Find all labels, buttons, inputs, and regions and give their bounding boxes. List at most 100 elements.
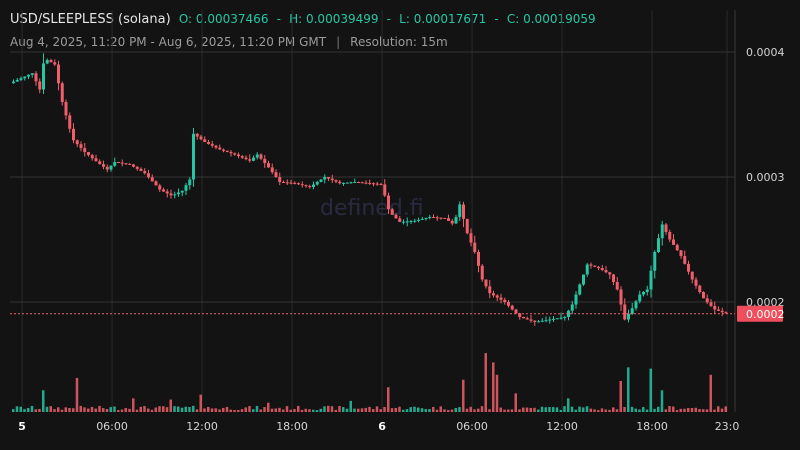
candle-body[interactable]: [390, 209, 394, 215]
candle-body[interactable]: [484, 279, 488, 287]
candle-body[interactable]: [282, 182, 285, 183]
candle-body[interactable]: [165, 191, 169, 194]
candle-body[interactable]: [203, 139, 207, 142]
candle-body[interactable]: [42, 63, 45, 90]
candle-body[interactable]: [413, 220, 417, 222]
candle-body[interactable]: [143, 171, 147, 174]
candle-body[interactable]: [582, 274, 585, 285]
candle-body[interactable]: [533, 320, 537, 322]
candle-body[interactable]: [503, 299, 507, 302]
candle-body[interactable]: [518, 313, 522, 317]
candle-body[interactable]: [300, 184, 304, 186]
candle-body[interactable]: [454, 217, 458, 224]
candle-body[interactable]: [327, 177, 330, 179]
candle-body[interactable]: [604, 270, 608, 273]
candle-body[interactable]: [244, 157, 248, 160]
candle-body[interactable]: [623, 304, 627, 320]
candle-body[interactable]: [64, 102, 68, 116]
candle-body[interactable]: [593, 265, 597, 267]
candle-body[interactable]: [383, 184, 387, 196]
candle-body[interactable]: [687, 263, 690, 272]
candle-body[interactable]: [368, 182, 372, 184]
candle-body[interactable]: [552, 318, 555, 320]
candle-body[interactable]: [469, 233, 473, 243]
candle-body[interactable]: [473, 242, 477, 252]
candle-body[interactable]: [334, 180, 338, 182]
candle-body[interactable]: [53, 62, 57, 65]
candle-body[interactable]: [60, 83, 64, 102]
candle-body[interactable]: [83, 148, 87, 152]
candle-body[interactable]: [450, 220, 454, 224]
candle-body[interactable]: [68, 115, 72, 129]
candle-body[interactable]: [724, 312, 728, 314]
candle-body[interactable]: [705, 298, 709, 303]
candle-body[interactable]: [510, 305, 514, 310]
candle-body[interactable]: [420, 218, 424, 220]
candle-body[interactable]: [49, 60, 53, 63]
candle-body[interactable]: [398, 218, 402, 222]
candle-body[interactable]: [259, 154, 263, 159]
candle-body[interactable]: [679, 250, 683, 257]
candle-body[interactable]: [372, 183, 375, 185]
candle-body[interactable]: [649, 270, 653, 290]
candle-body[interactable]: [615, 282, 619, 290]
candle-body[interactable]: [578, 284, 582, 295]
candle-body[interactable]: [180, 190, 184, 193]
candle-body[interactable]: [409, 221, 413, 223]
candle-body[interactable]: [90, 155, 94, 159]
candle-body[interactable]: [19, 78, 23, 80]
candle-body[interactable]: [525, 318, 529, 320]
candle-body[interactable]: [702, 292, 705, 299]
candle-body[interactable]: [169, 193, 173, 196]
candle-body[interactable]: [195, 133, 199, 137]
candle-body[interactable]: [289, 182, 293, 184]
candle-body[interactable]: [23, 76, 27, 79]
candle-body[interactable]: [27, 74, 30, 77]
candle-body[interactable]: [645, 289, 649, 293]
candle-body[interactable]: [589, 264, 593, 266]
candle-body[interactable]: [514, 309, 518, 314]
candle-body[interactable]: [135, 166, 139, 169]
candle-body[interactable]: [443, 217, 447, 219]
candle-body[interactable]: [375, 183, 379, 185]
candle-body[interactable]: [570, 304, 574, 311]
candle-body[interactable]: [162, 189, 165, 192]
candle-body[interactable]: [458, 204, 462, 218]
candle-body[interactable]: [405, 221, 409, 223]
candle-body[interactable]: [630, 308, 634, 314]
candle-body[interactable]: [267, 163, 270, 168]
candle-body[interactable]: [132, 164, 135, 167]
candle-body[interactable]: [150, 177, 154, 182]
candle-body[interactable]: [717, 309, 720, 311]
candle-body[interactable]: [315, 182, 319, 185]
candle-body[interactable]: [627, 313, 630, 320]
candle-body[interactable]: [544, 320, 548, 322]
candle-body[interactable]: [323, 177, 327, 180]
candle-body[interactable]: [597, 266, 600, 269]
candle-body[interactable]: [690, 271, 694, 280]
candle-body[interactable]: [117, 162, 120, 163]
candle-body[interactable]: [537, 321, 540, 323]
candle-body[interactable]: [555, 318, 559, 320]
candle-body[interactable]: [379, 184, 383, 186]
candle-body[interactable]: [105, 166, 109, 170]
candle-body[interactable]: [270, 167, 274, 173]
candle-body[interactable]: [177, 192, 180, 195]
candle-body[interactable]: [349, 182, 353, 184]
candle-body[interactable]: [342, 182, 345, 184]
candle-body[interactable]: [522, 317, 525, 319]
candle-body[interactable]: [274, 172, 278, 178]
candle-body[interactable]: [184, 185, 188, 191]
candle-body[interactable]: [559, 317, 563, 319]
candle-body[interactable]: [57, 64, 60, 84]
candle-body[interactable]: [638, 294, 642, 302]
candle-body[interactable]: [218, 147, 222, 150]
candle-body[interactable]: [394, 214, 398, 219]
candle-body[interactable]: [720, 310, 724, 313]
candle-body[interactable]: [120, 162, 124, 164]
candle-body[interactable]: [45, 60, 49, 64]
candle-body[interactable]: [417, 219, 420, 221]
candle-body[interactable]: [252, 157, 255, 161]
candle-body[interactable]: [345, 182, 349, 184]
